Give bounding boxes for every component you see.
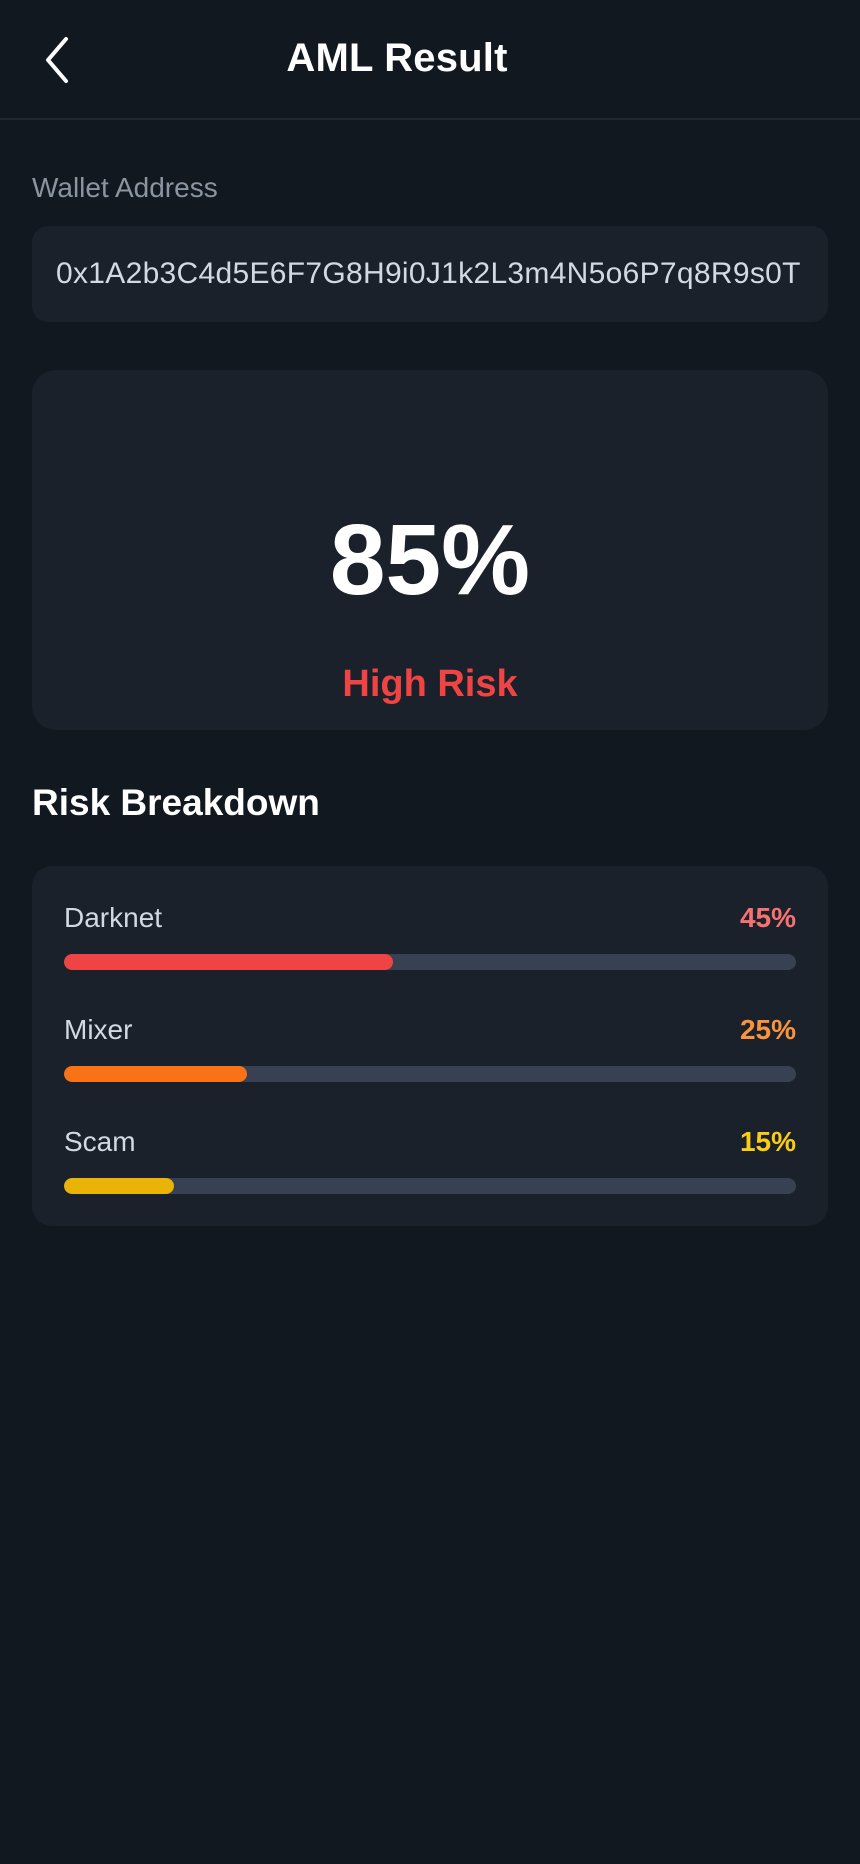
app-header: AML Result — [0, 0, 860, 120]
risk-breakdown-title: Risk Breakdown — [32, 782, 320, 823]
wallet-address-label: Wallet Address — [32, 172, 218, 203]
risk-progress-track — [64, 1066, 796, 1082]
back-button[interactable] — [32, 30, 82, 90]
risk-name: Darknet — [64, 902, 163, 933]
risk-level-label: High Risk — [342, 663, 518, 705]
wallet-address-value: 0x1A2b3C4d5E6F7G8H9i0J1k2L3m4N5o6P7q8R9s… — [56, 257, 801, 290]
risk-progress-fill — [64, 1066, 247, 1082]
risk-progress-track — [64, 1178, 796, 1194]
risk-percent: 25% — [739, 1014, 796, 1045]
risk-row-scam: Scam 15% — [64, 1128, 796, 1208]
risk-row-darknet: Darknet 45% — [64, 904, 796, 984]
risk-percent: 45% — [739, 902, 796, 933]
wallet-address-field[interactable]: 0x1A2b3C4d5E6F7G8H9i0J1k2L3m4N5o6P7q8R9s… — [32, 226, 828, 322]
risk-row-mixer: Mixer 25% — [64, 1016, 796, 1096]
risk-name: Mixer — [64, 1014, 133, 1045]
risk-score-value: 85% — [329, 504, 531, 616]
risk-percent: 15% — [739, 1126, 796, 1157]
risk-progress-fill — [64, 954, 394, 970]
page-title: AML Result — [286, 36, 508, 80]
chevron-left-icon — [46, 37, 68, 83]
risk-breakdown-card: Darknet 45% Mixer 25% Scam 15% — [32, 866, 828, 1226]
risk-name: Scam — [64, 1126, 136, 1157]
risk-score-card: 85% High Risk — [32, 370, 828, 730]
risk-progress-fill — [64, 1178, 174, 1194]
risk-progress-track — [64, 954, 796, 970]
